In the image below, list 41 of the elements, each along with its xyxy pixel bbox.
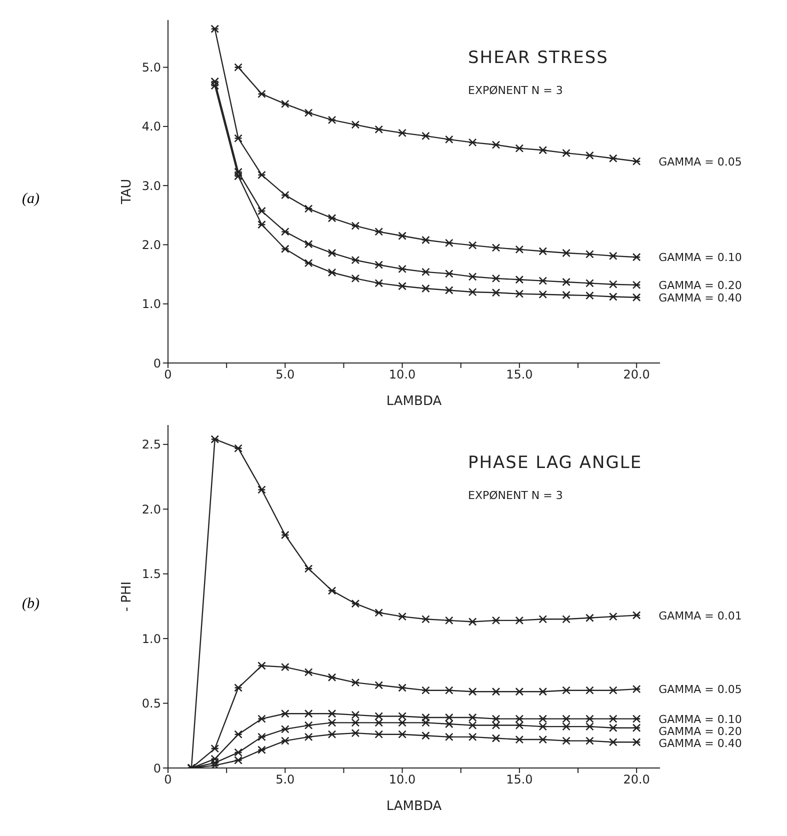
series-label: GAMMA = 0.40 xyxy=(658,291,742,304)
x-tick-label: 10.0 xyxy=(388,368,416,382)
text: PHASE LAG ANGLE xyxy=(468,453,642,473)
y-tick-label: 0.5 xyxy=(142,696,161,711)
y-axis-title: - PHI xyxy=(120,581,135,612)
x-tick-label: 20.0 xyxy=(623,368,650,382)
text: (b) xyxy=(22,596,40,612)
y-axis-title: TAU xyxy=(120,178,135,206)
series-label: GAMMA = 0.40 xyxy=(658,736,742,750)
x-tick-label: 10.0 xyxy=(388,772,416,787)
x-tick-label: 20.0 xyxy=(623,772,650,787)
text: EXPØNENT N = 3 xyxy=(468,489,564,502)
text: SHEAR STRESS xyxy=(468,48,608,68)
y-tick-label: 3.0 xyxy=(142,178,161,193)
y-tick-label: 2.5 xyxy=(142,438,161,452)
y-tick-label: 1.0 xyxy=(142,297,161,312)
y-tick-label: 5.0 xyxy=(142,60,161,75)
x-axis-title: LAMBDA xyxy=(386,799,442,814)
series-label: GAMMA = 0.01 xyxy=(658,609,742,622)
y-tick-label: 2.0 xyxy=(142,502,161,516)
y-tick-label: 0 xyxy=(153,761,161,776)
y-tick-label: 1.5 xyxy=(142,567,161,582)
x-tick-label: 15.0 xyxy=(506,368,533,382)
x-tick-label: 5.0 xyxy=(276,368,295,382)
y-tick-label: 4.0 xyxy=(142,120,161,134)
x-axis-title: LAMBDA xyxy=(386,394,442,409)
text: EXPØNENT N = 3 xyxy=(468,84,564,97)
series-label: GAMMA = 0.05 xyxy=(658,155,742,168)
x-tick-label: 5.0 xyxy=(276,772,295,787)
series-label: GAMMA = 0.20 xyxy=(658,278,742,292)
x-tick-label: 0 xyxy=(164,772,172,787)
series-label: GAMMA = 0.10 xyxy=(658,712,742,726)
y-tick-label: 1.0 xyxy=(142,632,161,646)
x-tick-label: 15.0 xyxy=(506,772,533,787)
series-label: GAMMA = 0.10 xyxy=(658,251,742,264)
text: (a) xyxy=(22,190,40,208)
series-label: GAMMA = 0.05 xyxy=(658,683,742,696)
x-tick-label: 0 xyxy=(164,368,172,382)
y-tick-label: 0 xyxy=(153,356,161,370)
y-tick-label: 2.0 xyxy=(142,238,161,252)
series-label: GAMMA = 0.20 xyxy=(658,724,742,738)
